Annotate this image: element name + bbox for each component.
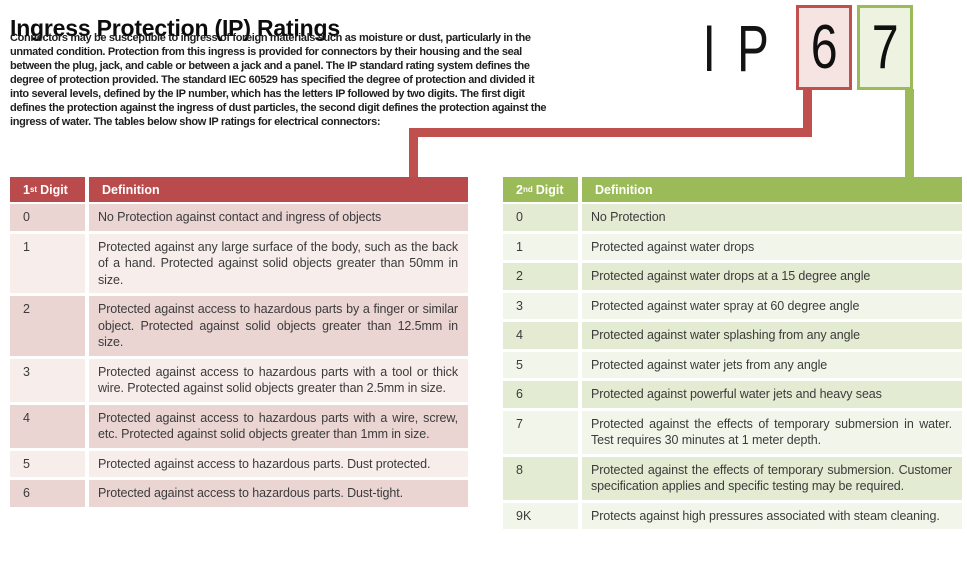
row-definition-cell: Protects against high pressures associat… [582, 502, 962, 529]
row-definition-cell: Protected against access to hazardous pa… [89, 404, 468, 448]
row-digit-cell: 2 [10, 296, 85, 356]
row-digit-cell: 1 [503, 233, 578, 260]
row-definition-cell: Protected against the effects of tempora… [582, 456, 962, 500]
row-definition-cell: Protected against water spray at 60 degr… [582, 292, 962, 319]
intro-line: Connectors may be susceptible to ingress… [10, 32, 531, 44]
second-digit-table-body: 0 No Protection 1 Protected against wate… [503, 204, 962, 529]
table-row: 5 Protected against access to hazardous … [10, 450, 468, 477]
table-row: 2 Protected against water drops at a 15 … [503, 263, 962, 290]
row-digit-cell: 7 [503, 410, 578, 454]
row-digit-cell: 5 [503, 351, 578, 378]
page-title: Ingress Protection (IP) Ratings [10, 15, 340, 42]
row-definition-cell: Protected against any large surface of t… [89, 233, 468, 293]
ip-letter-p: P [737, 10, 770, 85]
row-digit-cell: 8 [503, 456, 578, 500]
intro-line: into several levels, defined by the IP n… [10, 88, 525, 100]
table-row: 9K Protects against high pressures assoc… [503, 502, 962, 529]
row-digit-cell: 2 [503, 263, 578, 290]
intro-line: degree of protection provided. The stand… [10, 74, 535, 86]
row-digit-cell: 3 [503, 292, 578, 319]
intro-line: unmated condition. Protection from this … [10, 46, 522, 58]
red-connector-vertical-to-table [409, 128, 418, 178]
row-digit-cell: 4 [503, 322, 578, 349]
table-row: 0 No Protection [503, 204, 962, 231]
second-digit-box: 7 [857, 5, 913, 90]
table-row: 7 Protected against the effects of tempo… [503, 410, 962, 454]
row-definition-cell: No Protection [582, 204, 962, 231]
table-row: 6 Protected against access to hazardous … [10, 480, 468, 507]
row-digit-cell: 5 [10, 450, 85, 477]
table-row: 1 Protected against water drops [503, 233, 962, 260]
table-row: 2 Protected against access to hazardous … [10, 296, 468, 356]
row-definition-cell: Protected against access to hazardous pa… [89, 296, 468, 356]
row-definition-cell: Protected against water jets from any an… [582, 351, 962, 378]
row-definition-cell: Protected against water drops at a 15 de… [582, 263, 962, 290]
first-digit-box: 6 [796, 5, 852, 90]
green-connector-vertical [905, 89, 914, 178]
table-row: 3 Protected against access to hazardous … [10, 358, 468, 402]
header-digit-number: 1 [23, 182, 30, 197]
red-connector-horizontal [409, 128, 812, 137]
table-row: 1 Protected against any large surface of… [10, 233, 468, 293]
row-digit-cell: 6 [10, 480, 85, 507]
intro-line: defines the protection against the ingre… [10, 102, 547, 114]
row-definition-cell: Protected against access to hazardous pa… [89, 450, 468, 477]
header-digit-number: 2 [516, 182, 523, 197]
ip-letters: I P [700, 5, 775, 90]
table-row: 5 Protected against water jets from any … [503, 351, 962, 378]
intro-line: between the plug, jack, and cable or bet… [10, 60, 530, 72]
table-row: 4 Protected against water splashing from… [503, 322, 962, 349]
second-digit-value: 7 [871, 13, 899, 82]
first-digit-value: 6 [810, 13, 838, 82]
intro-paragraph: Connectors may be susceptible to ingress… [10, 31, 547, 129]
row-digit-cell: 0 [10, 204, 85, 231]
row-definition-cell: Protected against water drops [582, 233, 962, 260]
row-definition-cell: Protected against access to hazardous pa… [89, 480, 468, 507]
row-definition-cell: Protected against water splashing from a… [582, 322, 962, 349]
row-definition-cell: Protected against powerful water jets an… [582, 381, 962, 408]
table-row: 3 Protected against water spray at 60 de… [503, 292, 962, 319]
row-digit-cell: 3 [10, 358, 85, 402]
table-row: 0 No Protection against contact and ingr… [10, 204, 468, 231]
intro-line: ingress of water. The tables below show … [10, 116, 381, 128]
row-definition-cell: Protected against access to hazardous pa… [89, 358, 468, 402]
first-digit-table-body: 0 No Protection against contact and ingr… [10, 204, 468, 507]
header-digit-word: Digit [535, 182, 564, 197]
red-connector-vertical-from-box [803, 89, 812, 134]
header-definition-cell: Definition [89, 177, 468, 202]
table-row: 6 Protected against powerful water jets … [503, 381, 962, 408]
header-definition-cell: Definition [582, 177, 962, 202]
row-digit-cell: 6 [503, 381, 578, 408]
row-digit-cell: 4 [10, 404, 85, 448]
table-row: 4 Protected against access to hazardous … [10, 404, 468, 448]
ip-letter-i: I [702, 10, 716, 85]
header-digit-word: Digit [40, 182, 68, 197]
row-digit-cell: 1 [10, 233, 85, 293]
row-digit-cell: 9K [503, 502, 578, 529]
row-definition-cell: Protected against the effects of tempora… [582, 410, 962, 454]
table-row: 8 Protected against the effects of tempo… [503, 456, 962, 500]
row-digit-cell: 0 [503, 204, 578, 231]
row-definition-cell: No Protection against contact and ingres… [89, 204, 468, 231]
